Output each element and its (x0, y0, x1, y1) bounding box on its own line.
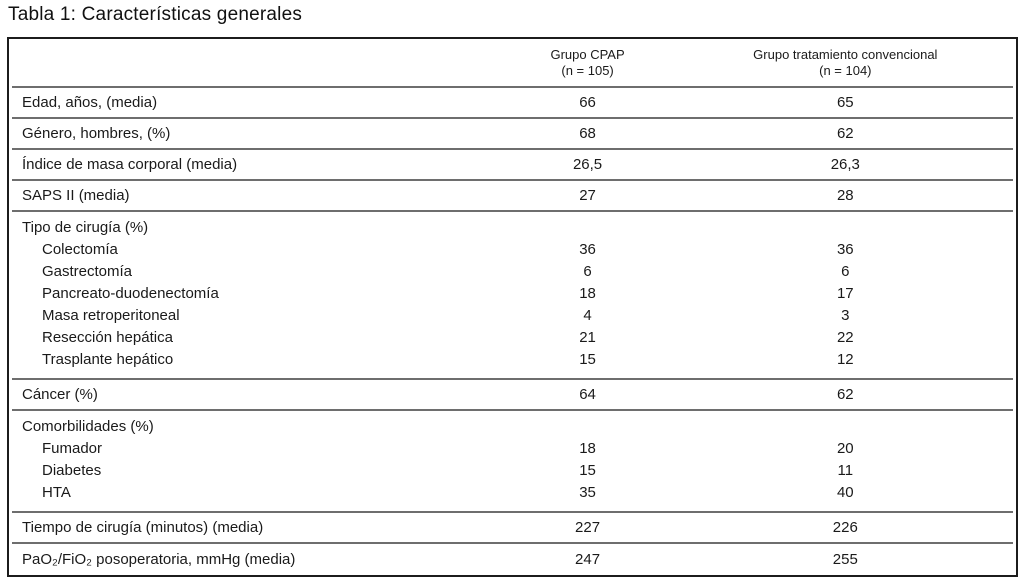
cpap-value: 66 (579, 94, 596, 111)
table-row: SAPS II (media) 27 28 (12, 181, 1013, 212)
row-label: Trasplante hepático (42, 351, 174, 368)
row-label: Pancreato-duodenectomía (42, 285, 219, 302)
row-label: Resección hepática (42, 329, 173, 346)
table-sub-row: Colectomía 36 36 (12, 239, 1013, 261)
row-label: HTA (42, 484, 71, 501)
row-label: Edad, años, (media) (22, 94, 158, 111)
row-label: Cáncer (%) (22, 386, 98, 403)
header-grupo-convencional: Grupo tratamiento convencional (n = 104) (703, 47, 988, 79)
table-sub-row: Gastrectomía 6 6 (12, 261, 1013, 283)
characteristics-table: Grupo CPAP (n = 105) Grupo tratamiento c… (7, 37, 1018, 577)
conv-value: 17 (836, 285, 854, 302)
table-sub-row: HTA 35 40 (12, 482, 1013, 504)
cpap-value: 21 (579, 329, 596, 346)
cpap-value: 15 (579, 462, 596, 479)
cpap-value: 6 (583, 263, 592, 280)
row-label: Tiempo de cirugía (minutos) (media) (22, 519, 264, 536)
row-label: Diabetes (42, 462, 102, 479)
cpap-value: 4 (583, 307, 592, 324)
table-body: Edad, años, (media) 66 65 Género, hombres, … (12, 88, 1013, 575)
conv-value: 6 (841, 263, 850, 280)
conv-value: 62 (836, 125, 854, 142)
cpap-value: 15 (579, 351, 596, 368)
header-grupo-convencional-name: Grupo tratamiento convencional (753, 46, 938, 62)
table-sub-row: Diabetes 15 11 (12, 460, 1013, 482)
table-sub-row: Trasplante hepático 15 12 (12, 349, 1013, 371)
table-title: Tabla 1: Características generales (8, 4, 303, 25)
conv-value: 65 (836, 94, 854, 111)
conv-value: 11 (837, 462, 854, 479)
cpap-value: 35 (579, 484, 596, 501)
cpap-value: 18 (579, 285, 596, 302)
header-grupo-convencional-n: (n = 104) (819, 62, 872, 78)
table-sub-row: Resección hepática 21 22 (12, 327, 1013, 349)
header-grupo-cpap: Grupo CPAP (n = 105) (472, 47, 702, 79)
conv-value: 62 (836, 386, 854, 403)
conv-value: 36 (836, 241, 854, 258)
conv-value: 226 (832, 519, 858, 536)
table-row: Cáncer (%) 64 62 (12, 380, 1013, 411)
row-label: Masa retroperitoneal (42, 307, 180, 324)
table-row-group: Tipo de cirugía (%) Colectomía 36 36 Gastrec… (12, 212, 1013, 380)
cpap-value: 18 (579, 440, 596, 457)
conv-value: 40 (836, 484, 854, 501)
table-sub-row: Pancreato-duodenectomía 18 17 (12, 283, 1013, 305)
table-row: Tiempo de cirugía (minutos) (media) 227 22… (12, 513, 1013, 544)
conv-value: 20 (836, 440, 854, 457)
row-label: Colectomía (42, 241, 118, 258)
cpap-value: 227 (575, 519, 601, 536)
table-sub-row: Masa retroperitoneal 4 3 (12, 305, 1013, 327)
cpap-value: 247 (575, 551, 601, 568)
table-row-group: Comorbilidades (%) Fumador 18 20 Diabetes 15 1… (12, 411, 1013, 513)
row-label: Gastrectomía (42, 263, 133, 280)
header-grupo-cpap-n: (n = 105) (561, 62, 614, 78)
conv-value: 26,3 (830, 156, 860, 173)
cpap-value: 27 (579, 187, 596, 204)
conv-value: 3 (841, 307, 850, 324)
table-row: Edad, años, (media) 66 65 (12, 88, 1013, 119)
cpap-value: 64 (579, 386, 596, 403)
table-sub-row: Fumador 18 20 (12, 438, 1013, 460)
cpap-value: 26,5 (572, 156, 603, 173)
cpap-value: 68 (579, 125, 596, 142)
row-label: SAPS II (media) (22, 187, 130, 204)
row-label: Tipo de cirugía (%) (22, 219, 149, 236)
group-header-row: Tipo de cirugía (%) (12, 217, 1013, 239)
row-label: Índice de masa corporal (media) (22, 156, 238, 173)
conv-value: 22 (836, 329, 854, 346)
group-header-row: Comorbilidades (%) (12, 416, 1013, 438)
table-row: PaO₂/FiO₂ posoperatoria, mmHg (media) 247… (12, 544, 1013, 575)
table-row: Índice de masa corporal (media) 26,5 26,3 (12, 150, 1013, 181)
table-row: Género, hombres, (%) 68 62 (12, 119, 1013, 150)
conv-value: 28 (836, 187, 854, 204)
row-label: Género, hombres, (%) (22, 125, 171, 142)
table-header-row: Grupo CPAP (n = 105) Grupo tratamiento c… (12, 39, 1013, 88)
row-label: Comorbilidades (%) (22, 418, 154, 435)
row-label: Fumador (42, 440, 103, 457)
conv-value: 255 (832, 551, 858, 568)
conv-value: 12 (836, 351, 854, 368)
row-label: PaO₂/FiO₂ posoperatoria, mmHg (media) (22, 551, 296, 568)
cpap-value: 36 (579, 241, 596, 258)
header-grupo-cpap-name: Grupo CPAP (550, 46, 625, 62)
